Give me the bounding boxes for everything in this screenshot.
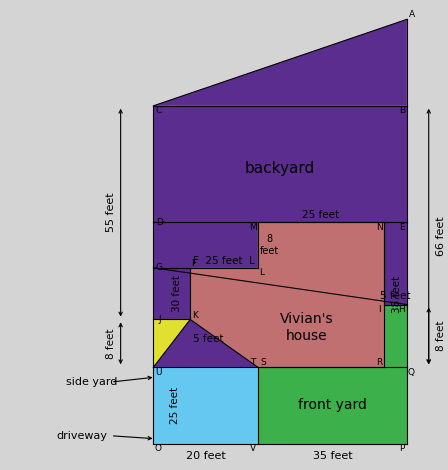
- Polygon shape: [258, 367, 407, 444]
- Text: side yard: side yard: [66, 377, 117, 387]
- Text: G: G: [156, 263, 163, 272]
- Text: 66 feet: 66 feet: [435, 217, 446, 256]
- Polygon shape: [190, 222, 384, 367]
- Text: P: P: [399, 444, 405, 453]
- Text: I: I: [378, 305, 380, 314]
- Text: D: D: [156, 218, 163, 227]
- Polygon shape: [154, 367, 258, 444]
- Text: O: O: [155, 444, 162, 453]
- Text: C: C: [155, 106, 162, 115]
- Text: K: K: [192, 311, 198, 320]
- Text: 8 feet: 8 feet: [106, 328, 116, 359]
- Text: B: B: [399, 106, 405, 115]
- Text: 20 feet: 20 feet: [186, 451, 225, 461]
- Text: Q: Q: [407, 368, 414, 376]
- Text: 25 feet: 25 feet: [302, 210, 340, 220]
- Text: H: H: [399, 305, 405, 314]
- Text: 5 feet: 5 feet: [193, 334, 224, 345]
- Text: 25 feet: 25 feet: [170, 387, 180, 424]
- Text: M: M: [249, 223, 257, 232]
- Text: S: S: [260, 358, 266, 367]
- Text: U: U: [155, 368, 162, 376]
- Text: 38 feet: 38 feet: [392, 276, 402, 313]
- Polygon shape: [384, 305, 407, 367]
- Polygon shape: [154, 222, 407, 367]
- Text: A: A: [409, 10, 415, 19]
- Text: 30 feet: 30 feet: [172, 275, 182, 312]
- Text: front yard: front yard: [298, 399, 367, 413]
- Text: 8
feet: 8 feet: [260, 234, 280, 256]
- Text: Vivian's
house: Vivian's house: [280, 313, 334, 343]
- Text: 35 feet: 35 feet: [313, 451, 352, 461]
- Polygon shape: [154, 320, 190, 367]
- Text: V: V: [250, 444, 256, 453]
- Text: E: E: [399, 223, 405, 232]
- Text: 8 feet: 8 feet: [435, 321, 446, 351]
- Polygon shape: [154, 106, 407, 222]
- Text: driveway: driveway: [56, 431, 107, 441]
- Text: R: R: [376, 358, 382, 367]
- Text: backyard: backyard: [245, 161, 315, 176]
- Polygon shape: [154, 19, 407, 106]
- Text: F  25 feet  L: F 25 feet L: [193, 256, 255, 266]
- Text: T: T: [250, 358, 255, 367]
- Text: J: J: [158, 315, 161, 324]
- Text: 55 feet: 55 feet: [106, 193, 116, 233]
- Text: L: L: [259, 268, 264, 277]
- Text: N: N: [376, 223, 383, 232]
- Text: F: F: [192, 259, 197, 268]
- Text: 5 feet: 5 feet: [380, 290, 411, 301]
